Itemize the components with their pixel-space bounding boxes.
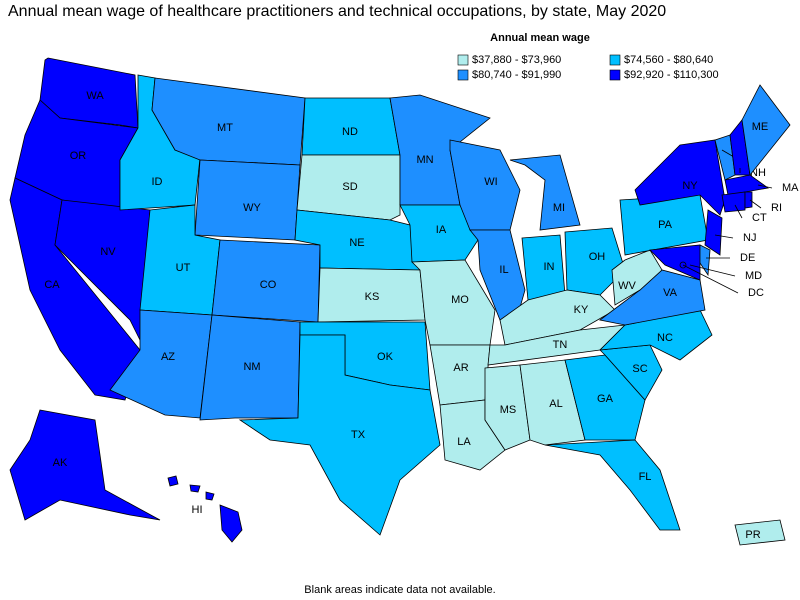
- legend-label: $92,920 - $110,300: [624, 69, 719, 81]
- state-shape: [724, 174, 770, 196]
- legend-title: Annual mean wage: [490, 32, 590, 44]
- state-label: IA: [436, 224, 447, 236]
- state-shape: [167, 475, 179, 487]
- state-shape: [205, 491, 215, 501]
- state-label: CT: [752, 212, 767, 224]
- leader-line: [714, 234, 734, 239]
- legend-swatch: [457, 69, 469, 81]
- state-shape: [194, 159, 301, 241]
- state-label: MO: [451, 294, 469, 306]
- state-label: AL: [549, 398, 562, 410]
- state-shape: [9, 409, 161, 521]
- leader-line: [721, 149, 735, 158]
- state-shape: [721, 191, 746, 213]
- state-shape: [544, 439, 681, 531]
- state-shape: [564, 227, 626, 296]
- leader-line: [689, 264, 736, 277]
- state-label: MI: [553, 202, 565, 214]
- state-label: NJ: [743, 232, 756, 244]
- state-shape: [429, 344, 491, 406]
- state-shape: [199, 314, 301, 421]
- legend-swatch: [457, 54, 469, 66]
- legend-swatch: [609, 54, 621, 66]
- state-label: NV: [100, 246, 116, 258]
- state-label: WI: [484, 176, 497, 188]
- state-label: SC: [632, 363, 647, 375]
- state-label: NY: [682, 180, 698, 192]
- state-label: ME: [752, 121, 769, 133]
- state-label: FL: [639, 471, 652, 483]
- state-label: KS: [365, 291, 380, 303]
- state-label: WV: [618, 280, 636, 292]
- state-label: WA: [86, 90, 104, 102]
- state-label: LA: [457, 436, 471, 448]
- leader-line: [682, 264, 739, 294]
- state-shape: [734, 519, 786, 546]
- state-shape: [219, 504, 243, 543]
- state-label: KY: [574, 304, 589, 316]
- state-label: OK: [377, 351, 394, 363]
- legend-swatch: [609, 69, 621, 81]
- legend-label: $80,740 - $91,990: [472, 69, 561, 81]
- state-label: IL: [499, 264, 508, 276]
- legend-label: $37,880 - $73,960: [472, 54, 561, 66]
- state-label: NE: [349, 237, 364, 249]
- state-shape: [649, 244, 701, 281]
- state-shape: [189, 484, 201, 493]
- state-label: AK: [53, 457, 68, 469]
- state-label: ND: [342, 126, 358, 138]
- state-label: SD: [342, 181, 357, 193]
- state-label: OH: [589, 251, 606, 263]
- leader-line: [757, 184, 773, 189]
- state-label: DE: [740, 252, 755, 264]
- state-label: NC: [657, 332, 673, 344]
- state-label: MN: [416, 154, 433, 166]
- footnote: Blank areas indicate data not available.: [304, 584, 495, 596]
- state-label: HI: [192, 504, 203, 516]
- state-label: IN: [544, 261, 555, 273]
- state-shape: [484, 364, 531, 451]
- state-shape: [238, 334, 441, 536]
- state-label: RI: [771, 202, 782, 214]
- state-label: UT: [176, 262, 191, 274]
- map-title: Annual mean wage of healthcare practitio…: [8, 3, 666, 20]
- state-shape: [611, 249, 663, 306]
- state-label: AZ: [161, 351, 175, 363]
- state-label: TN: [553, 339, 568, 351]
- legend-label: $74,560 - $80,640: [624, 54, 713, 66]
- state-label: OR: [70, 150, 87, 162]
- state-shape: [634, 139, 726, 216]
- state-label: MS: [500, 404, 517, 416]
- state-label: MT: [217, 122, 233, 134]
- state-shape: [519, 359, 586, 446]
- state-shape: [741, 84, 791, 176]
- state-label: CO: [260, 279, 277, 291]
- state-label: MA: [782, 182, 799, 194]
- state-label: AR: [453, 362, 468, 374]
- state-shape: [296, 154, 401, 221]
- state-label: PR: [745, 529, 760, 541]
- state-label: NM: [243, 361, 260, 373]
- state-label: ID: [152, 176, 163, 188]
- leader-line: [749, 199, 762, 209]
- state-label: CA: [44, 279, 60, 291]
- state-label: PA: [658, 219, 673, 231]
- state-label: TX: [351, 429, 366, 441]
- state-label: GA: [597, 393, 614, 405]
- state-shape: [564, 354, 646, 441]
- state-shape: [509, 154, 581, 231]
- state-label: MD: [745, 270, 762, 282]
- state-label: WY: [243, 202, 261, 214]
- state-label: VA: [663, 287, 678, 299]
- state-shape: [704, 209, 723, 256]
- state-shape: [744, 191, 753, 209]
- state-label: DC: [748, 287, 764, 299]
- leader-line: [734, 204, 743, 219]
